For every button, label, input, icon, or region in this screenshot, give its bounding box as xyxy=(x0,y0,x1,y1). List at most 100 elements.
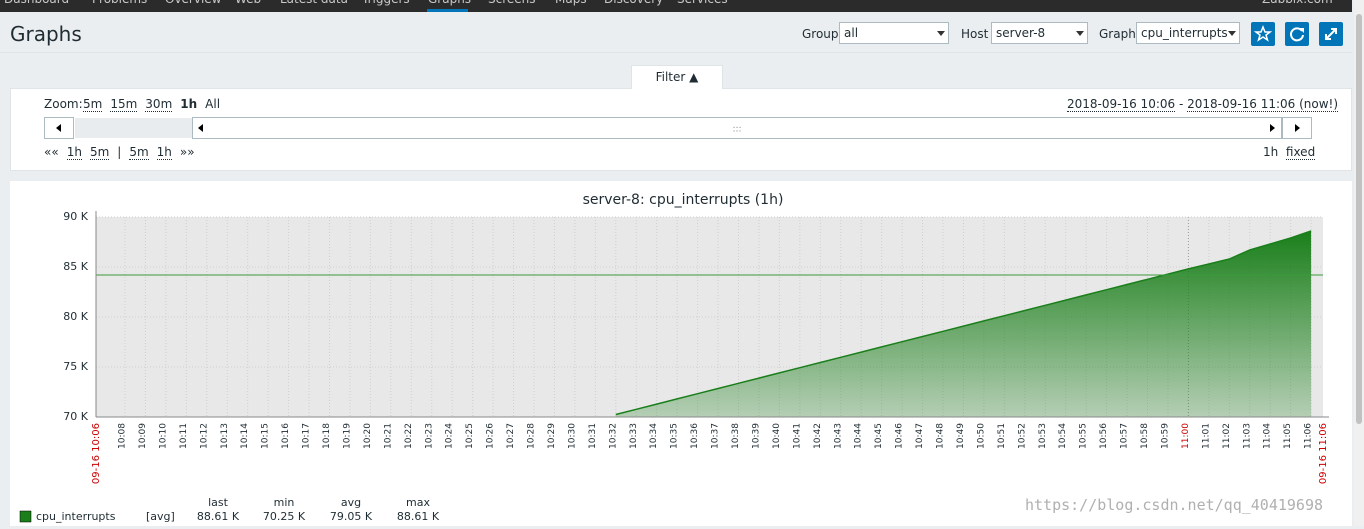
arrow-right xyxy=(1295,124,1300,132)
legend-stat: 88.61 K xyxy=(397,510,440,523)
period-nav-item[interactable]: | xyxy=(117,145,122,159)
x-tick-label: 10:57 xyxy=(1120,423,1130,449)
period-nav-item[interactable]: 5m xyxy=(89,145,110,160)
x-limit-label: 09-16 10:06 xyxy=(91,423,102,484)
nav-item[interactable]: Dashboard xyxy=(4,0,69,6)
x-tick-label: 10:53 xyxy=(1038,423,1048,449)
legend-stat: 88.61 K xyxy=(197,510,240,523)
y-tick-label: 70 K xyxy=(63,410,88,423)
x-limit-label: 09-16 11:06 xyxy=(1318,423,1329,484)
fullscreen-button[interactable] xyxy=(1319,22,1343,46)
x-tick-label: 10:23 xyxy=(424,423,434,449)
filter-tab[interactable]: Filter ▲ xyxy=(631,65,723,89)
graph-panel: server-8: cpu_interrupts (1h) 10:08 10:09… xyxy=(10,181,1352,526)
host-select[interactable]: server-8 xyxy=(991,22,1088,44)
time-range: 2018-09-16 10:06 - 2018-09-16 11:06 (now… xyxy=(1067,97,1339,112)
range-from[interactable]: 2018-09-16 10:06 xyxy=(1067,97,1176,112)
nav-item[interactable]: Services xyxy=(677,0,728,6)
period-nav-item[interactable]: 1h xyxy=(156,145,172,160)
x-tick-label: 10:55 xyxy=(1079,423,1089,449)
scroll-slider[interactable]: ::: xyxy=(192,117,1282,139)
x-tick-label: 11:01 xyxy=(1201,423,1211,449)
zoom-option[interactable]: 5m xyxy=(83,97,103,112)
nav-item[interactable]: Screens xyxy=(488,0,536,6)
y-tick-label: 75 K xyxy=(63,360,88,373)
legend-header: max xyxy=(406,496,430,509)
x-tick-label: 10:17 xyxy=(302,423,312,449)
nav-active-bar xyxy=(427,9,468,12)
x-tick-label: 10:34 xyxy=(649,423,659,449)
favourite-button[interactable] xyxy=(1251,22,1275,46)
chart: server-8: cpu_interrupts (1h) 10:08 10:09… xyxy=(19,192,1329,523)
x-tick-label: 10:29 xyxy=(547,423,557,449)
scrollbar-thumb[interactable] xyxy=(1356,14,1362,424)
fullscreen-icon xyxy=(1325,28,1337,40)
zoom-option[interactable]: 30m xyxy=(145,97,173,112)
period-nav-item[interactable]: «« xyxy=(44,145,59,159)
x-tick-label: 11:02 xyxy=(1222,423,1232,449)
zoom-options: 5m 15m 30m 1h All xyxy=(83,97,228,112)
x-tick-label: 10:12 xyxy=(199,423,209,449)
nav-item[interactable]: Discovery xyxy=(604,0,663,6)
nav-item[interactable]: Maps xyxy=(555,0,587,6)
x-tick-label: 10:52 xyxy=(1017,423,1027,449)
nav-item[interactable]: Web xyxy=(235,0,261,6)
x-tick-label: 10:39 xyxy=(751,423,761,449)
scroll-left-button[interactable] xyxy=(44,117,74,139)
line xyxy=(615,230,1312,416)
y-tick-label: 80 K xyxy=(63,310,88,323)
x-tick-label: 10:36 xyxy=(690,423,700,449)
graph-select[interactable]: cpu_interrupts xyxy=(1136,22,1240,44)
range-to[interactable]: 2018-09-16 11:06 (now!) xyxy=(1187,97,1339,112)
zoom-label: Zoom: xyxy=(44,97,83,111)
zoom-option[interactable]: All xyxy=(205,97,221,111)
x-tick-label: 10:51 xyxy=(997,423,1007,449)
legend-header: min xyxy=(274,496,295,509)
x-tick-label: 10:25 xyxy=(465,423,475,449)
refresh-icon xyxy=(1290,27,1304,42)
x-tick-label: 10:38 xyxy=(731,423,741,449)
x-tick-label: 10:41 xyxy=(792,423,802,449)
nav-item[interactable]: Overview xyxy=(165,0,222,6)
slider-icons: ::: xyxy=(198,124,1275,135)
x-tick-label: 10:11 xyxy=(179,423,189,449)
x-tick-label: 10:48 xyxy=(936,423,946,449)
scroll-track xyxy=(75,118,192,138)
chart-title: server-8: cpu_interrupts (1h) xyxy=(583,192,784,208)
x-tick-label: 10:59 xyxy=(1160,423,1170,449)
x-tick-label: 10:09 xyxy=(138,423,148,449)
nav-item[interactable]: Graphs xyxy=(428,0,471,6)
refresh-button[interactable] xyxy=(1285,22,1309,46)
legend-header: avg xyxy=(341,496,361,509)
x-tick-label: 10:37 xyxy=(711,423,721,449)
x-tick-label: 10:58 xyxy=(1140,423,1150,449)
nav-item[interactable]: Latest data xyxy=(280,0,348,6)
legend-stat: 79.05 K xyxy=(330,510,373,523)
x-tick-label: 10:27 xyxy=(506,423,516,449)
range-separator: - xyxy=(1178,97,1184,111)
nav-item[interactable]: Problems xyxy=(92,0,147,6)
group-select[interactable]: all xyxy=(839,22,949,44)
zoom-option[interactable]: 15m xyxy=(110,97,138,112)
period-nav: «« 1h 5m | 5m 1h »» xyxy=(44,145,203,160)
host-label: Host xyxy=(961,27,989,41)
group-label: Group xyxy=(802,27,839,41)
scrollbar[interactable] xyxy=(1354,0,1364,526)
zoom-option[interactable]: 1h xyxy=(180,97,198,111)
watermark: https://blog.csdn.net/qq_40419698 xyxy=(1025,496,1324,514)
period-nav-item[interactable]: »» xyxy=(179,145,195,159)
nav-item[interactable]: Triggers xyxy=(362,0,410,6)
x-tick-label: 10:20 xyxy=(363,423,373,449)
x-tick-label: 10:50 xyxy=(976,423,986,449)
x-tick-label: 10:22 xyxy=(404,423,414,449)
period-nav-item[interactable]: 1h xyxy=(66,145,82,160)
legend-header: last xyxy=(208,496,229,509)
scroll-right-button[interactable] xyxy=(1282,117,1312,139)
period-mode[interactable]: fixed xyxy=(1285,145,1316,160)
period-nav-item[interactable]: 5m xyxy=(129,145,149,160)
legend-function: [avg] xyxy=(146,510,175,523)
x-tick-label: 10:35 xyxy=(670,423,680,449)
x-tick-label: 10:30 xyxy=(567,423,577,449)
x-tick-label: 11:03 xyxy=(1242,423,1252,449)
y-tick-label: 85 K xyxy=(63,260,88,273)
